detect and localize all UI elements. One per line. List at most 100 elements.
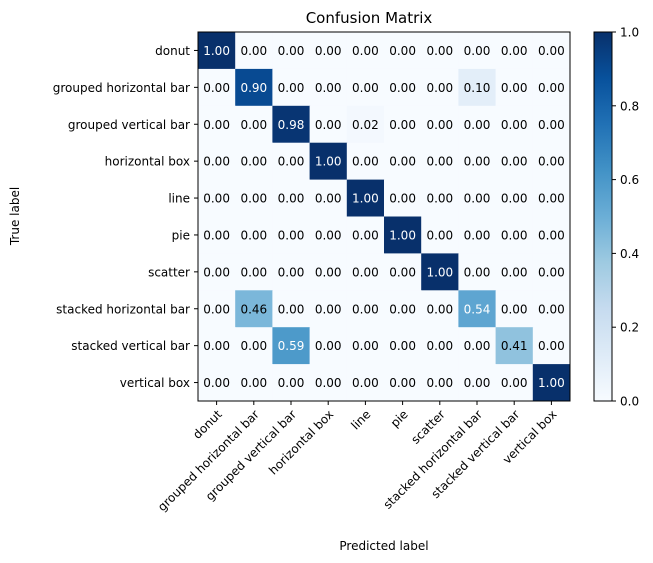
heatmap-cell bbox=[309, 142, 348, 181]
y-tick-label: stacked vertical bar bbox=[71, 339, 190, 353]
cell-value-label: 0.00 bbox=[464, 265, 491, 279]
heatmap-cell bbox=[346, 364, 385, 402]
heatmap-cell bbox=[198, 216, 236, 254]
heatmap-cell bbox=[532, 327, 571, 365]
heatmap-cell bbox=[235, 253, 273, 291]
cell-value-label: 0.00 bbox=[426, 228, 453, 242]
heatmap-cell bbox=[309, 32, 348, 70]
cell-value-label: 0.00 bbox=[315, 302, 342, 316]
y-tick-label: grouped vertical bar bbox=[68, 118, 190, 132]
heatmap-cell bbox=[421, 68, 459, 107]
heatmap-cell bbox=[198, 364, 236, 402]
heatmap-cell bbox=[309, 327, 348, 365]
heatmap-cell bbox=[421, 327, 459, 365]
cell-value-label: 0.00 bbox=[315, 118, 342, 132]
heatmap-cell bbox=[384, 179, 422, 217]
cell-value-label: 0.00 bbox=[203, 339, 230, 353]
cell-value-label: 0.00 bbox=[538, 192, 565, 206]
heatmap-cell-labels: 1.00 0.00 0.00 0.00 0.00 0.00 0.00 0.00 0.00 0.00… bbox=[203, 44, 565, 390]
heatmap-cell bbox=[384, 105, 422, 144]
cell-value-label: 0.00 bbox=[501, 302, 528, 316]
colorbar bbox=[593, 31, 613, 402]
cell-value-label: 0.00 bbox=[278, 44, 305, 58]
heatmap-cell bbox=[309, 68, 348, 107]
heatmap-cell bbox=[198, 68, 236, 107]
cell-value-label: 0.00 bbox=[501, 228, 528, 242]
cell-value-label: 0.00 bbox=[538, 118, 565, 132]
heatmap-cell bbox=[346, 32, 385, 70]
cell-value-label: 0.00 bbox=[389, 44, 416, 58]
cell-value-label: 0.00 bbox=[240, 44, 267, 58]
cell-value-label: 0.90 bbox=[240, 81, 267, 95]
cell-value-label: 0.00 bbox=[501, 81, 528, 95]
cell-value-label: 0.00 bbox=[278, 192, 305, 206]
heatmap-cell bbox=[346, 327, 385, 365]
heatmap-cell bbox=[458, 179, 497, 217]
heatmap-cell bbox=[198, 327, 236, 365]
cell-value-label: 0.00 bbox=[426, 339, 453, 353]
plot-frame bbox=[197, 31, 571, 402]
y-axis-label: True label bbox=[8, 187, 22, 246]
heatmap-cell bbox=[458, 216, 497, 254]
heatmap-cell bbox=[532, 68, 571, 107]
heatmap-cell bbox=[495, 142, 534, 181]
cell-value-label: 0.00 bbox=[538, 81, 565, 95]
cell-value-label: 0.46 bbox=[240, 302, 267, 316]
cell-value-label: 0.00 bbox=[426, 376, 453, 390]
cell-value-label: 0.00 bbox=[426, 118, 453, 132]
heatmap-cells bbox=[198, 32, 571, 402]
cell-value-label: 0.00 bbox=[240, 339, 267, 353]
cell-value-label: 0.00 bbox=[352, 339, 379, 353]
heatmap-cell bbox=[235, 364, 273, 402]
cell-value-label: 0.00 bbox=[501, 118, 528, 132]
cell-value-label: 0.00 bbox=[315, 81, 342, 95]
heatmap-cell bbox=[495, 105, 534, 144]
cell-value-label: 0.00 bbox=[464, 228, 491, 242]
cell-value-label: 0.00 bbox=[203, 376, 230, 390]
cell-value-label: 0.00 bbox=[426, 81, 453, 95]
cell-value-label: 0.00 bbox=[389, 192, 416, 206]
heatmap-cell bbox=[421, 290, 459, 328]
y-tick-label: vertical box bbox=[120, 376, 190, 390]
cell-value-label: 0.00 bbox=[501, 265, 528, 279]
heatmap-cell bbox=[495, 290, 534, 328]
cell-value-label: 0.00 bbox=[464, 192, 491, 206]
heatmap-cell bbox=[458, 32, 497, 70]
cell-value-label: 0.00 bbox=[278, 81, 305, 95]
heatmap-cell bbox=[458, 327, 497, 365]
colorbar-tick-label: 1.0 bbox=[620, 26, 639, 40]
cell-value-label: 1.00 bbox=[426, 265, 453, 279]
heatmap-cell bbox=[272, 253, 311, 291]
cell-value-label: 0.00 bbox=[389, 376, 416, 390]
cell-value-label: 0.00 bbox=[389, 265, 416, 279]
cell-value-label: 0.00 bbox=[352, 81, 379, 95]
cell-value-label: 0.00 bbox=[203, 228, 230, 242]
heatmap-cell bbox=[384, 253, 422, 291]
cell-value-label: 0.00 bbox=[352, 44, 379, 58]
heatmap-cell bbox=[421, 105, 459, 144]
cell-value-label: 0.00 bbox=[352, 228, 379, 242]
heatmap-cell bbox=[272, 179, 311, 217]
heatmap-cell bbox=[235, 216, 273, 254]
heatmap-cell bbox=[495, 68, 534, 107]
cell-value-label: 0.00 bbox=[240, 192, 267, 206]
heatmap-cell bbox=[495, 216, 534, 254]
heatmap-cell bbox=[235, 68, 273, 107]
cell-value-label: 0.00 bbox=[203, 302, 230, 316]
cell-value-label: 0.98 bbox=[278, 118, 305, 132]
cell-value-label: 0.41 bbox=[501, 339, 528, 353]
heatmap-cell bbox=[458, 253, 497, 291]
cell-value-label: 0.00 bbox=[315, 228, 342, 242]
x-tick-label: donut bbox=[190, 407, 225, 442]
x-tick-label: horizontal box bbox=[266, 407, 336, 477]
cell-value-label: 0.00 bbox=[538, 302, 565, 316]
cell-value-label: 0.00 bbox=[538, 155, 565, 169]
cell-value-label: 0.00 bbox=[538, 228, 565, 242]
cell-value-label: 0.59 bbox=[278, 339, 305, 353]
cell-value-label: 0.00 bbox=[278, 376, 305, 390]
heatmap-cell bbox=[421, 253, 459, 291]
y-tick-label: pie bbox=[172, 228, 190, 242]
heatmap-cell bbox=[235, 142, 273, 181]
heatmap-cell bbox=[346, 216, 385, 254]
cell-value-label: 0.54 bbox=[464, 302, 491, 316]
